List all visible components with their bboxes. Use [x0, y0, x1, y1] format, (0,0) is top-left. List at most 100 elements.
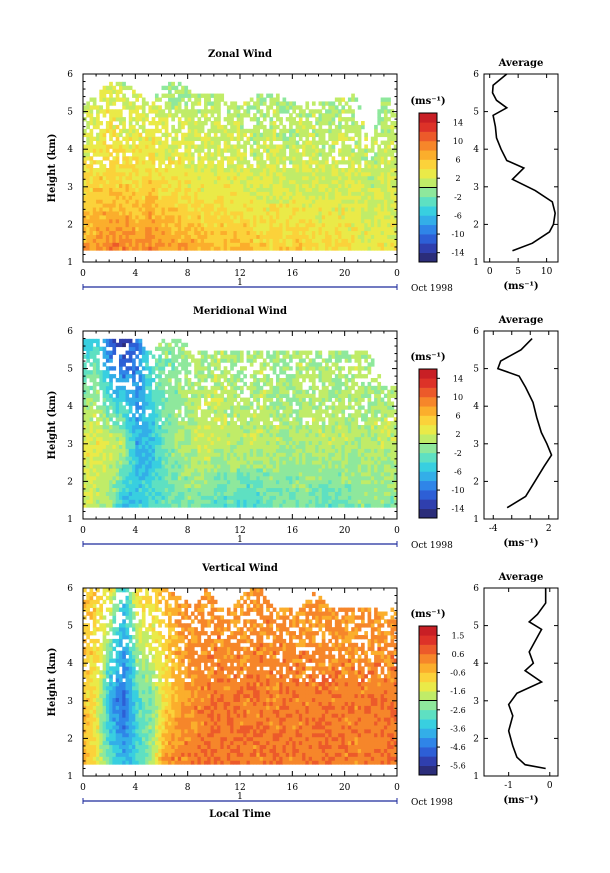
- heatmap-cell: [171, 491, 175, 496]
- heatmap-cell: [331, 218, 336, 224]
- heatmap-cell: [204, 448, 208, 453]
- heatmap-cell: [89, 338, 94, 344]
- heatmap-cell: [279, 105, 283, 110]
- heatmap-cell: [122, 413, 126, 418]
- heatmap-cell: [164, 346, 169, 351]
- heatmap-cell: [275, 105, 280, 110]
- heatmap-cell: [210, 101, 215, 106]
- heatmap-cell: [184, 109, 189, 114]
- heatmap-cell: [292, 171, 296, 177]
- heatmap-cell: [367, 175, 372, 181]
- heatmap-cell: [83, 397, 87, 402]
- heatmap-cell: [240, 246, 244, 251]
- heatmap-cell: [233, 195, 238, 200]
- heatmap-cell: [115, 246, 120, 251]
- heatmap-cell: [164, 230, 169, 235]
- heatmap-cell: [151, 121, 156, 126]
- heatmap-cell: [236, 152, 241, 157]
- heatmap-cell: [96, 187, 100, 192]
- heatmap-cell: [145, 397, 149, 402]
- heatmap-cell: [118, 487, 123, 492]
- heatmap-cell: [331, 113, 336, 118]
- heatmap-cell: [99, 203, 104, 208]
- heatmap-cell: [109, 495, 113, 500]
- heatmap-cell: [109, 381, 113, 387]
- heatmap-cell: [279, 218, 283, 224]
- heatmap-cell: [325, 183, 329, 188]
- heatmap-cell: [249, 246, 254, 251]
- heatmap-cell: [226, 234, 231, 239]
- heatmap-cell: [200, 156, 205, 161]
- heatmap-cell: [295, 164, 300, 169]
- heatmap-cell: [230, 132, 234, 138]
- heatmap-cell: [305, 187, 310, 192]
- heatmap-cell: [158, 381, 162, 387]
- heatmap-cell: [282, 238, 287, 243]
- heatmap-cell: [148, 203, 153, 208]
- heatmap-cell: [347, 124, 352, 130]
- heatmap-cell: [190, 222, 195, 228]
- heatmap-cell: [233, 218, 238, 224]
- heatmap-cell: [259, 179, 264, 185]
- heatmap-cell: [302, 187, 306, 192]
- heatmap-cell: [230, 238, 234, 243]
- heatmap-cell: [351, 168, 355, 173]
- heatmap-cell: [315, 183, 319, 188]
- colorbar-swatch: [419, 252, 437, 263]
- heatmap-cell: [311, 128, 316, 134]
- heatmap-cell: [383, 97, 388, 102]
- heatmap-cell: [236, 140, 241, 145]
- heatmap-cell: [190, 140, 195, 145]
- heatmap-cell: [138, 432, 143, 438]
- heatmap-cell: [161, 432, 166, 438]
- heatmap-cell: [249, 183, 254, 188]
- heatmap-cell: [374, 156, 378, 161]
- heatmap-cell: [102, 389, 107, 395]
- heatmap-cell: [96, 152, 100, 157]
- heatmap-cell: [207, 421, 211, 426]
- heatmap-cell: [230, 226, 234, 232]
- heatmap-cell: [92, 444, 97, 449]
- heatmap-cell: [89, 362, 94, 367]
- heatmap-cell: [213, 128, 218, 134]
- heatmap-cell: [89, 140, 94, 145]
- heatmap-cell: [122, 136, 126, 141]
- heatmap-cell: [102, 338, 107, 344]
- heatmap-cell: [298, 195, 303, 200]
- heatmap-cell: [141, 226, 146, 232]
- heatmap-cell: [357, 183, 362, 188]
- heatmap-cell: [328, 101, 332, 106]
- heatmap-cell: [138, 218, 143, 224]
- heatmap-cell: [109, 124, 113, 130]
- heatmap-cell: [151, 171, 156, 177]
- heatmap-cell: [154, 487, 159, 492]
- heatmap-cell: [105, 393, 110, 398]
- heatmap-cell: [223, 191, 228, 196]
- heatmap-cell: [315, 222, 319, 228]
- heatmap-cell: [308, 140, 313, 145]
- heatmap-cell: [364, 238, 368, 243]
- heatmap-cell: [383, 242, 388, 247]
- heatmap-cell: [344, 230, 349, 235]
- heatmap-cell: [190, 191, 195, 196]
- heatmap-cell: [370, 222, 375, 228]
- heatmap-cell: [357, 136, 362, 141]
- heatmap-cell: [380, 117, 385, 122]
- heatmap-cell: [132, 495, 136, 500]
- heatmap-cell: [92, 187, 97, 192]
- heatmap-cell: [292, 164, 296, 169]
- heatmap-cell: [305, 160, 310, 165]
- heatmap-cell: [184, 171, 189, 177]
- heatmap-cell: [138, 338, 143, 344]
- heatmap-cell: [96, 460, 100, 465]
- heatmap-cell: [295, 160, 300, 165]
- heatmap-cell: [148, 475, 153, 481]
- heatmap-cell: [128, 491, 133, 496]
- heatmap-cell: [243, 226, 247, 232]
- heatmap-cell: [158, 358, 162, 363]
- heatmap-cell: [128, 499, 133, 504]
- heatmap-cell: [210, 468, 215, 473]
- heatmap-cell: [190, 491, 195, 496]
- heatmap-cell: [112, 195, 117, 200]
- heatmap-cell: [109, 97, 113, 102]
